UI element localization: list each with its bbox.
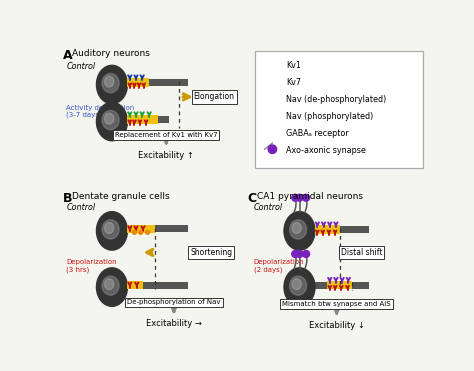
Circle shape bbox=[296, 250, 303, 257]
Text: B: B bbox=[63, 191, 73, 204]
Text: Mismatch btw synapse and AIS: Mismatch btw synapse and AIS bbox=[283, 301, 391, 307]
Bar bbox=[315, 226, 340, 234]
Text: Auditory neurons: Auditory neurons bbox=[73, 49, 150, 58]
Text: Distal shift: Distal shift bbox=[341, 248, 382, 257]
Circle shape bbox=[133, 230, 137, 234]
Circle shape bbox=[146, 230, 149, 234]
Text: Kv7: Kv7 bbox=[286, 78, 301, 87]
Ellipse shape bbox=[284, 268, 315, 306]
Circle shape bbox=[273, 117, 277, 122]
Text: C: C bbox=[247, 191, 257, 204]
Circle shape bbox=[268, 145, 277, 154]
Text: Excitability ↓: Excitability ↓ bbox=[309, 321, 365, 330]
Ellipse shape bbox=[96, 211, 128, 250]
Ellipse shape bbox=[104, 76, 114, 87]
Circle shape bbox=[296, 194, 303, 201]
Text: Elongation: Elongation bbox=[194, 92, 235, 101]
Circle shape bbox=[139, 230, 143, 234]
Text: Excitability ↑: Excitability ↑ bbox=[138, 151, 194, 160]
Text: Replacement of Kv1 with Kv7: Replacement of Kv1 with Kv7 bbox=[115, 132, 218, 138]
Text: Axo-axonic synapse: Axo-axonic synapse bbox=[286, 145, 366, 154]
Bar bbox=[128, 225, 155, 233]
Text: De-phosphorylation of Nav: De-phosphorylation of Nav bbox=[127, 299, 221, 305]
Ellipse shape bbox=[102, 276, 119, 295]
Bar bbox=[143, 282, 188, 289]
Circle shape bbox=[292, 194, 299, 201]
Bar bbox=[149, 79, 188, 86]
Ellipse shape bbox=[290, 276, 307, 295]
Circle shape bbox=[302, 250, 310, 257]
Ellipse shape bbox=[292, 279, 301, 290]
Text: Dentate granule cells: Dentate granule cells bbox=[73, 191, 170, 201]
Text: Depolarization
(2 days): Depolarization (2 days) bbox=[254, 259, 304, 273]
Bar bbox=[155, 226, 188, 232]
Bar bbox=[128, 78, 149, 87]
Ellipse shape bbox=[96, 268, 128, 306]
Bar bbox=[328, 281, 352, 289]
Ellipse shape bbox=[102, 73, 119, 93]
Ellipse shape bbox=[292, 223, 301, 233]
Text: Control: Control bbox=[66, 62, 95, 71]
FancyBboxPatch shape bbox=[255, 51, 423, 168]
Circle shape bbox=[302, 194, 310, 201]
Text: Activity deprivation
(3-7 days): Activity deprivation (3-7 days) bbox=[66, 105, 135, 118]
Text: GABAₐ receptor: GABAₐ receptor bbox=[286, 129, 349, 138]
Bar bbox=[315, 282, 328, 289]
Text: Control: Control bbox=[254, 203, 283, 212]
Bar bbox=[128, 281, 143, 289]
Ellipse shape bbox=[104, 223, 114, 233]
Text: Excitability →: Excitability → bbox=[146, 319, 202, 328]
Bar bbox=[352, 282, 369, 289]
Text: Depolarization
(3 hrs): Depolarization (3 hrs) bbox=[66, 259, 117, 273]
Text: Nav (de-phosphorylated): Nav (de-phosphorylated) bbox=[286, 95, 387, 104]
Ellipse shape bbox=[102, 220, 119, 239]
Text: Control: Control bbox=[66, 203, 95, 212]
Text: Nav (phosphorylated): Nav (phosphorylated) bbox=[286, 112, 374, 121]
Ellipse shape bbox=[96, 65, 128, 104]
Ellipse shape bbox=[104, 113, 114, 124]
Ellipse shape bbox=[284, 211, 315, 250]
Bar bbox=[340, 226, 369, 233]
Ellipse shape bbox=[96, 102, 128, 141]
Ellipse shape bbox=[104, 279, 114, 290]
Text: CA1 pyramidal neurons: CA1 pyramidal neurons bbox=[257, 191, 363, 201]
Text: Kv1: Kv1 bbox=[286, 61, 301, 70]
Circle shape bbox=[292, 250, 299, 257]
Ellipse shape bbox=[102, 111, 119, 130]
Text: Shortening: Shortening bbox=[190, 248, 232, 257]
Ellipse shape bbox=[290, 220, 307, 239]
Bar bbox=[128, 115, 158, 124]
Bar bbox=[158, 116, 169, 123]
Text: A: A bbox=[63, 49, 73, 62]
